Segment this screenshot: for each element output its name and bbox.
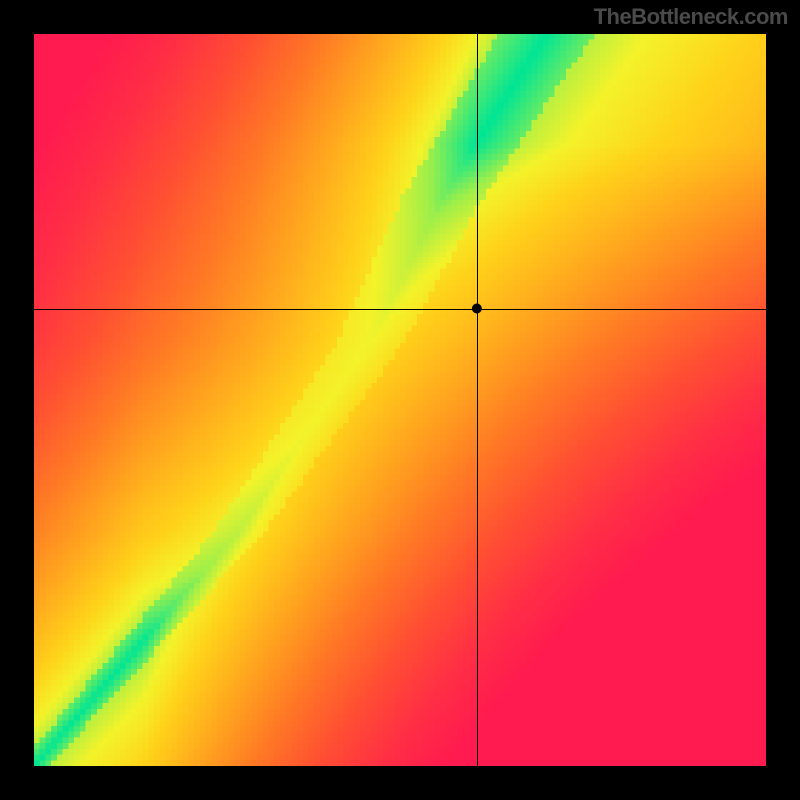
- heatmap-canvas: [34, 34, 766, 766]
- watermark-text: TheBottleneck.com: [594, 4, 788, 30]
- chart-container: TheBottleneck.com: [0, 0, 800, 800]
